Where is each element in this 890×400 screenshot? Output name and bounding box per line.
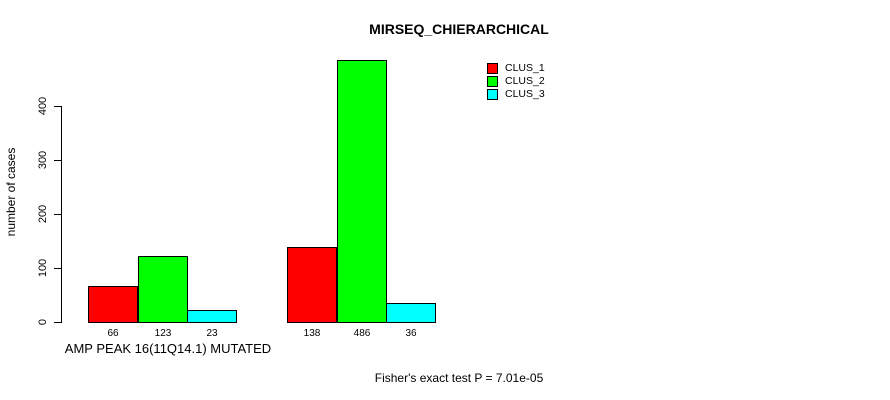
- bar-value-label: 123: [154, 328, 172, 339]
- legend-label: CLUS_3: [505, 88, 545, 100]
- legend-item-clus_1: CLUS_1: [487, 62, 545, 75]
- legend-swatch-icon: [487, 89, 498, 100]
- y-tick: [54, 214, 61, 215]
- y-tick: [54, 268, 61, 269]
- x-axis-label: AMP PEAK 16(11Q14.1) MUTATED: [64, 341, 272, 356]
- y-tick-label-text: 100: [37, 258, 49, 278]
- legend-swatch-icon: [487, 76, 498, 87]
- bar-value-label: 36: [405, 328, 417, 339]
- legend-swatch-icon: [487, 63, 498, 74]
- bar-value-label: 66: [107, 328, 119, 339]
- bar-clus_2-group1: [138, 256, 188, 323]
- bar-clus_1-group1: [88, 286, 138, 323]
- y-tick-label-text: 300: [37, 150, 49, 170]
- bar-clus_3-group2: [386, 303, 436, 323]
- y-tick-label-text: 0: [37, 318, 49, 326]
- bar-value-label: 23: [206, 328, 218, 339]
- legend-label: CLUS_1: [505, 62, 545, 74]
- y-tick-label-text: 400: [37, 96, 49, 116]
- bar-value-label: 138: [303, 328, 321, 339]
- y-tick: [54, 322, 61, 323]
- legend-label: CLUS_2: [505, 75, 545, 87]
- chart-title: MIRSEQ_CHIERARCHICAL: [369, 21, 549, 37]
- bar-value-label: 486: [353, 328, 371, 339]
- legend-item-clus_3: CLUS_3: [487, 88, 545, 101]
- legend: CLUS_1 CLUS_2 CLUS_3: [487, 62, 545, 101]
- y-tick: [54, 106, 61, 107]
- legend-item-clus_2: CLUS_2: [487, 75, 545, 88]
- bar-clus_2-group2: [337, 60, 387, 323]
- annotation-fisher-test: Fisher's exact test P = 7.01e-05: [374, 371, 544, 385]
- bar-clus_3-group1: [187, 310, 237, 323]
- y-tick-label-text: 200: [37, 204, 49, 224]
- y-axis-line: [61, 106, 62, 323]
- y-axis-label: number of cases: [4, 147, 18, 237]
- bar-clus_1-group2: [287, 247, 337, 323]
- y-tick: [54, 160, 61, 161]
